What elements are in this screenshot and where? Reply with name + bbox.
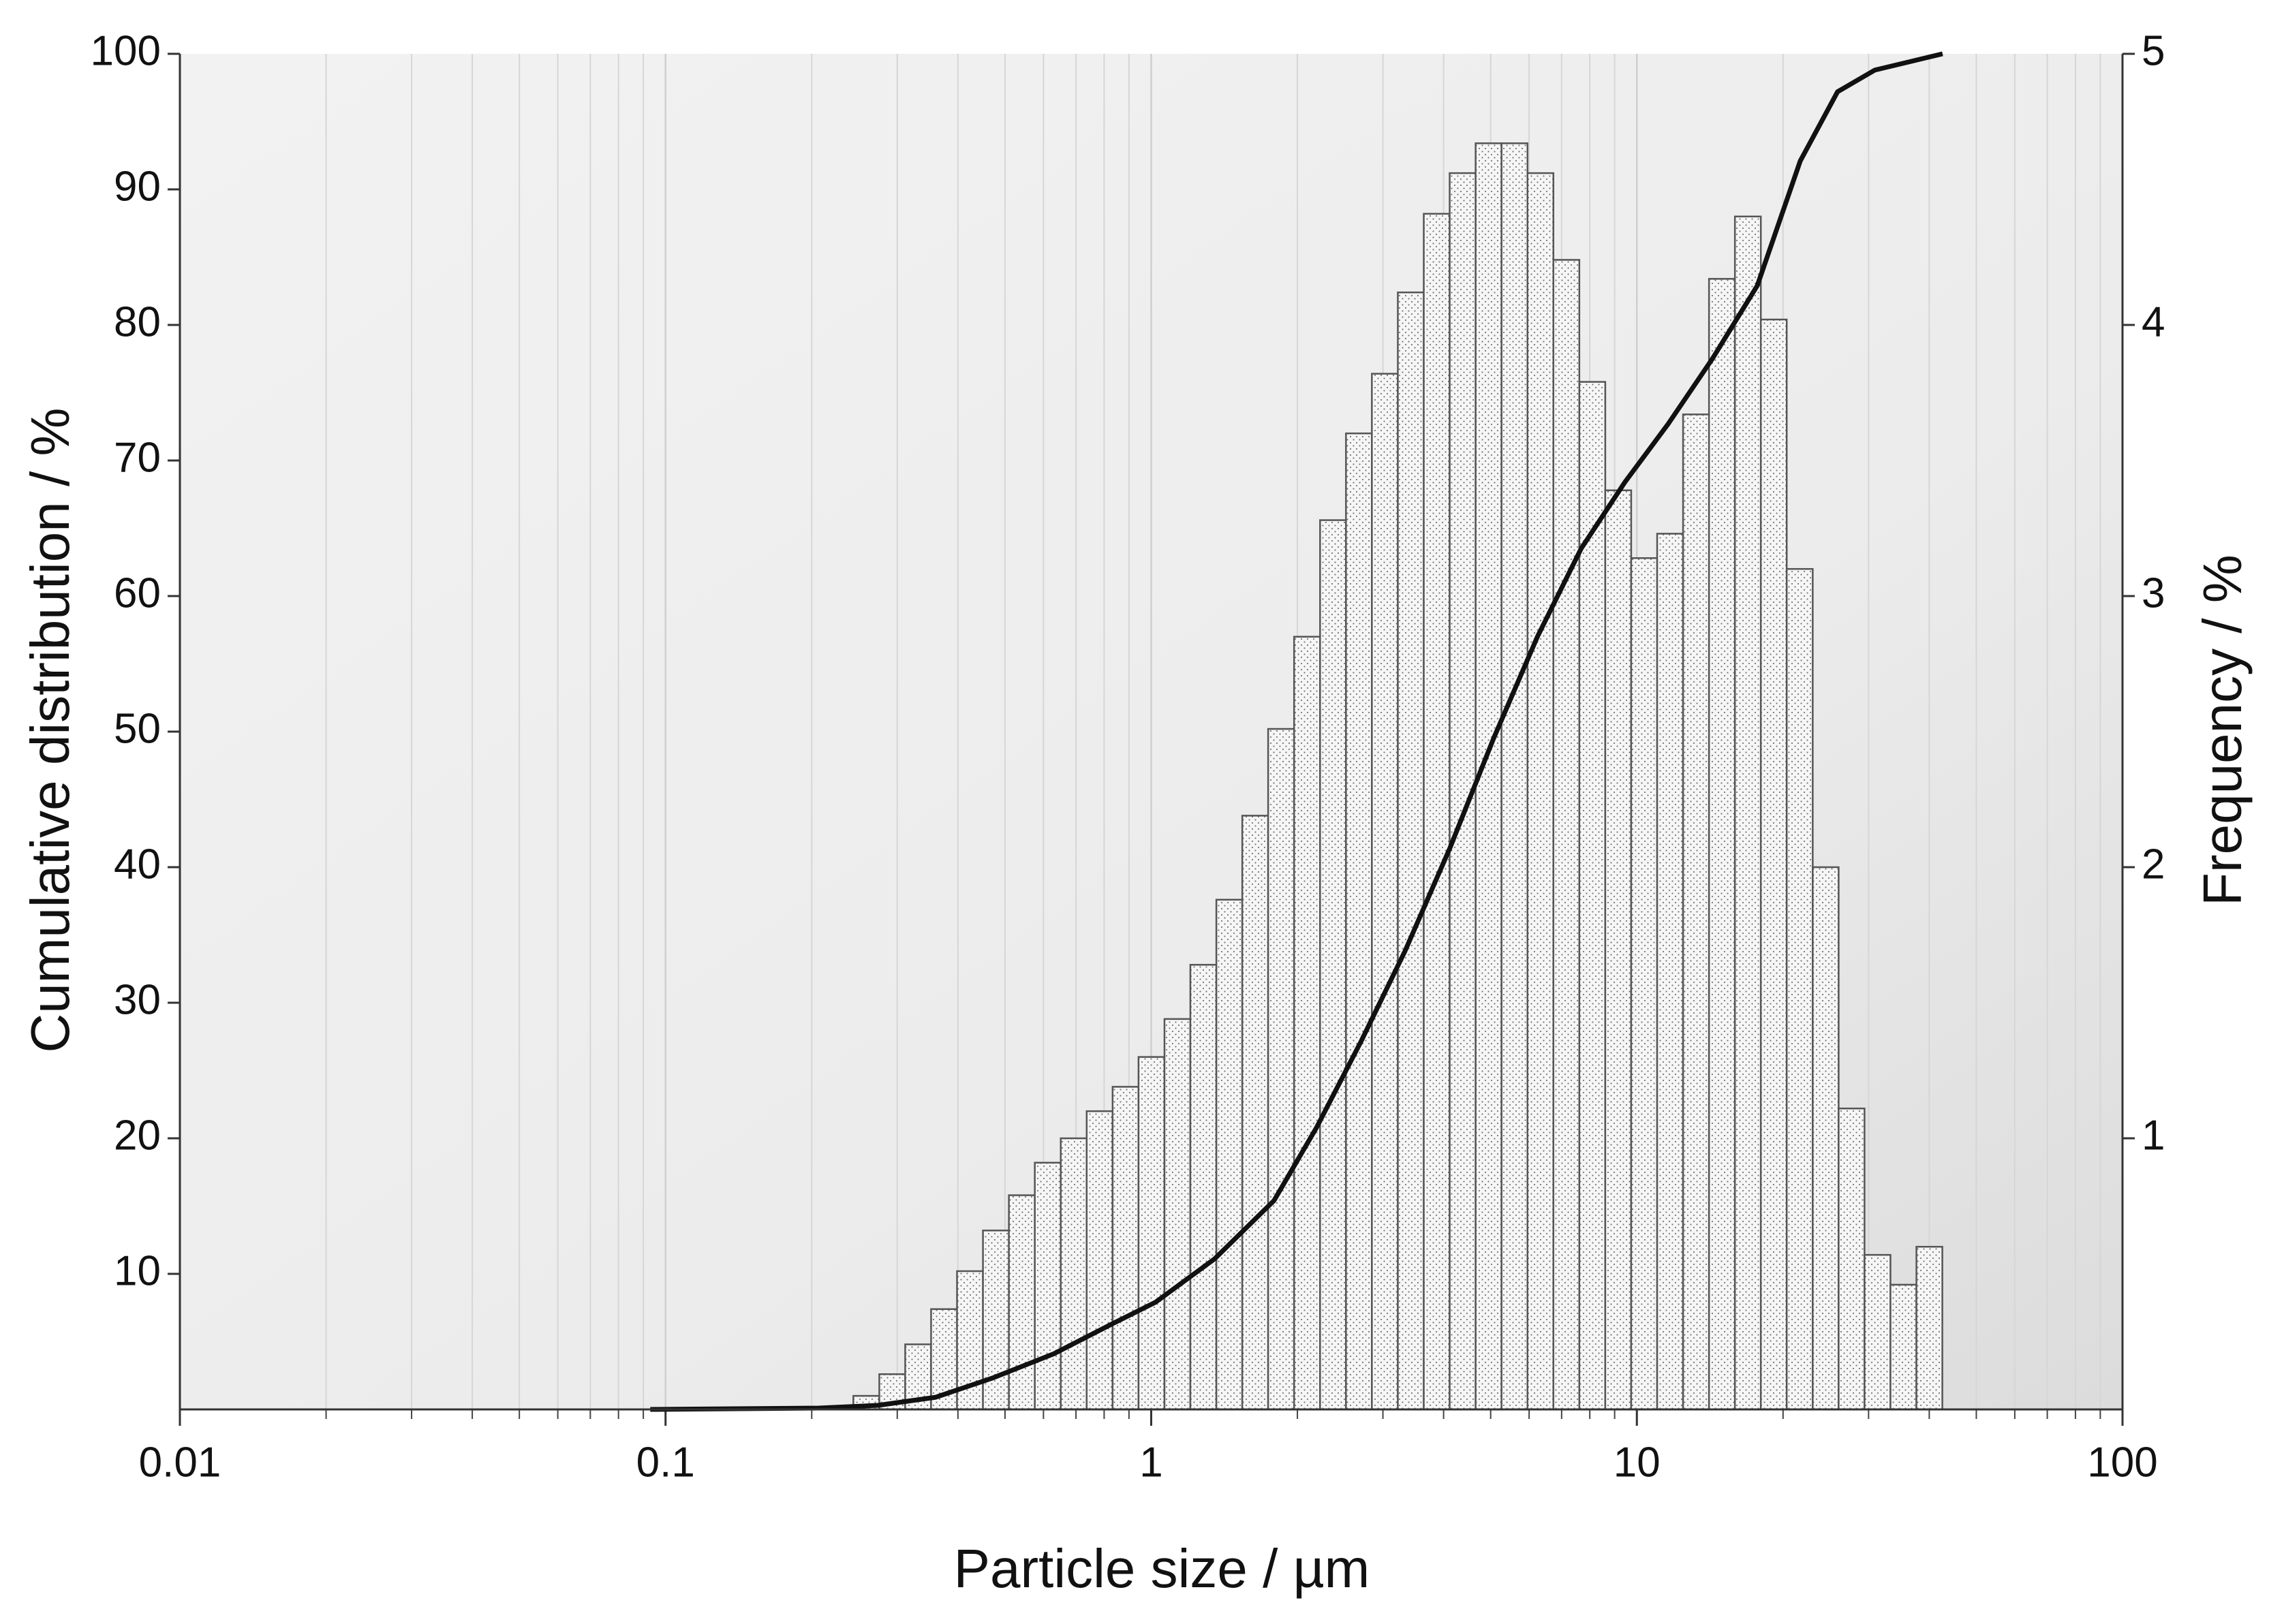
histogram-bar — [1241, 815, 1269, 1411]
histogram-bar — [1345, 432, 1373, 1411]
histogram-bar — [1319, 519, 1347, 1411]
histogram-bar — [1812, 866, 1840, 1411]
x-tick-label: 1 — [1139, 1439, 1162, 1486]
x-tick-label: 10 — [1614, 1439, 1661, 1486]
histogram-bar — [1500, 142, 1528, 1411]
histogram-bar — [1526, 172, 1555, 1411]
histogram-bar — [1552, 259, 1581, 1411]
y2-tick-label: 3 — [2142, 569, 2165, 616]
y-axis-title: Cumulative distribution / % — [20, 407, 80, 1052]
histogram-bar — [1785, 567, 1814, 1411]
x-tick-label: 0.01 — [139, 1439, 221, 1486]
histogram-bar — [1293, 636, 1321, 1411]
histogram-bar — [1759, 318, 1788, 1411]
histogram-bar — [1215, 899, 1244, 1411]
y-tick-label: 40 — [114, 841, 161, 888]
histogram-bar — [1034, 1161, 1062, 1411]
histogram-bar — [1423, 213, 1451, 1411]
histogram-bar — [1864, 1253, 1892, 1411]
histogram-bar — [1604, 489, 1633, 1411]
histogram-bar — [1578, 381, 1607, 1411]
histogram-bar — [1060, 1137, 1088, 1411]
x-tick-label: 100 — [2087, 1439, 2157, 1486]
histogram-bar — [1630, 557, 1658, 1411]
histogram-bar — [1267, 728, 1295, 1411]
histogram-bar — [1008, 1194, 1036, 1411]
y2-tick-label: 1 — [2142, 1112, 2165, 1159]
histogram-bar — [1889, 1283, 1917, 1411]
histogram-bar — [1189, 964, 1218, 1411]
histogram-bar — [1838, 1107, 1866, 1411]
histogram-bar — [1682, 413, 1710, 1411]
histogram-bar — [1397, 291, 1425, 1411]
y2-tick-label: 5 — [2142, 27, 2165, 74]
y-tick-label: 90 — [114, 163, 161, 210]
histogram-bar — [1915, 1245, 1943, 1411]
cumulative-line — [650, 51, 1943, 1412]
y-tick-label: 70 — [114, 434, 161, 481]
y2-axis-title: Frequency / % — [2192, 555, 2253, 906]
y-tick-label: 100 — [91, 27, 161, 74]
histogram-bar — [1656, 533, 1684, 1411]
histogram-bar — [982, 1230, 1010, 1411]
x-tick-label: 0.1 — [636, 1439, 695, 1486]
y-tick-label: 30 — [114, 976, 161, 1023]
y-tick-label: 60 — [114, 569, 161, 616]
histogram-bar — [1449, 172, 1477, 1411]
x-axis-title: Particle size / µm — [954, 1538, 1370, 1599]
y-tick-label: 20 — [114, 1112, 161, 1159]
histogram-bar — [1733, 215, 1762, 1411]
histogram-bar — [1708, 278, 1736, 1411]
y-tick-label: 10 — [114, 1247, 161, 1294]
histogram-bar — [1085, 1110, 1114, 1411]
histogram-bar — [1163, 1018, 1192, 1411]
y-tick-label: 80 — [114, 298, 161, 345]
histogram-bar — [1137, 1056, 1166, 1411]
histogram-bar — [1371, 373, 1399, 1411]
histogram-bar — [1111, 1086, 1140, 1411]
y-tick-label: 50 — [114, 705, 161, 752]
y2-tick-label: 2 — [2142, 841, 2165, 888]
y2-tick-label: 4 — [2142, 298, 2165, 345]
